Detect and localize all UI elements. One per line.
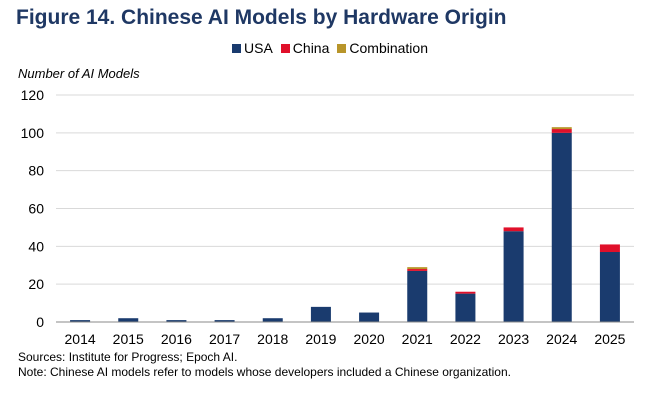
bar-china-2022 — [455, 291, 476, 294]
x-tick-label: 2019 — [305, 331, 336, 347]
legend-swatch — [337, 44, 347, 53]
bar-china-2023 — [503, 227, 524, 232]
x-tick-label: 2016 — [161, 331, 192, 347]
y-tick-label: 0 — [36, 314, 44, 330]
x-tick-label: 2015 — [113, 331, 144, 347]
legend-item-usa: USA — [232, 40, 273, 56]
bar-usa-2018 — [262, 318, 283, 322]
bar-usa-2017 — [214, 320, 235, 322]
y-tick-label: 20 — [28, 276, 44, 292]
bar-china-2024 — [551, 129, 572, 133]
note-text: Note: Chinese AI models refer to models … — [18, 365, 511, 379]
bar-usa-2022 — [455, 293, 476, 322]
y-tick-label: 120 — [21, 87, 45, 103]
x-tick-label: 2025 — [594, 331, 625, 347]
y-tick-label: 80 — [28, 163, 44, 179]
x-tick-label: 2023 — [498, 331, 529, 347]
bar-usa-2024 — [551, 132, 572, 322]
chart-title: Figure 14. Chinese AI Models by Hardware… — [16, 6, 507, 29]
legend-item-china: China — [280, 40, 330, 56]
x-tick-label: 2021 — [402, 331, 433, 347]
bar-usa-2020 — [359, 312, 380, 322]
y-tick-label: 40 — [28, 238, 44, 254]
bar-usa-2025 — [599, 252, 620, 322]
legend-swatch — [232, 44, 241, 53]
y-axis-label: Number of AI Models — [18, 66, 140, 81]
bar-usa-2019 — [310, 306, 331, 322]
bar-usa-2023 — [503, 231, 524, 322]
legend-item-combination: Combination — [337, 40, 428, 56]
bar-usa-2014 — [70, 320, 91, 322]
bar-usa-2016 — [166, 320, 187, 322]
sources-text: Sources: Institute for Progress; Epoch A… — [18, 350, 238, 364]
bar-china-2021 — [407, 269, 428, 271]
bar-usa-2021 — [407, 270, 428, 322]
legend-label: USA — [244, 40, 273, 56]
x-tick-label: 2017 — [209, 331, 240, 347]
bar-usa-2015 — [118, 318, 139, 322]
legend-swatch — [280, 44, 290, 53]
y-tick-label: 60 — [28, 201, 44, 217]
notes: Sources: Institute for Progress; Epoch A… — [18, 350, 511, 380]
legend: USA China Combination — [0, 40, 660, 56]
bar-combination-2024 — [551, 127, 572, 130]
x-tick-label: 2014 — [65, 331, 96, 347]
bar-china-2025 — [599, 244, 620, 253]
legend-label: Combination — [349, 40, 428, 56]
x-tick-label: 2018 — [257, 331, 288, 347]
x-tick-label: 2020 — [354, 331, 385, 347]
legend-label: China — [292, 40, 330, 56]
x-tick-label: 2022 — [450, 331, 481, 347]
y-tick-label: 100 — [21, 125, 45, 141]
bar-combination-2021 — [407, 267, 428, 270]
x-tick-label: 2024 — [546, 331, 577, 347]
